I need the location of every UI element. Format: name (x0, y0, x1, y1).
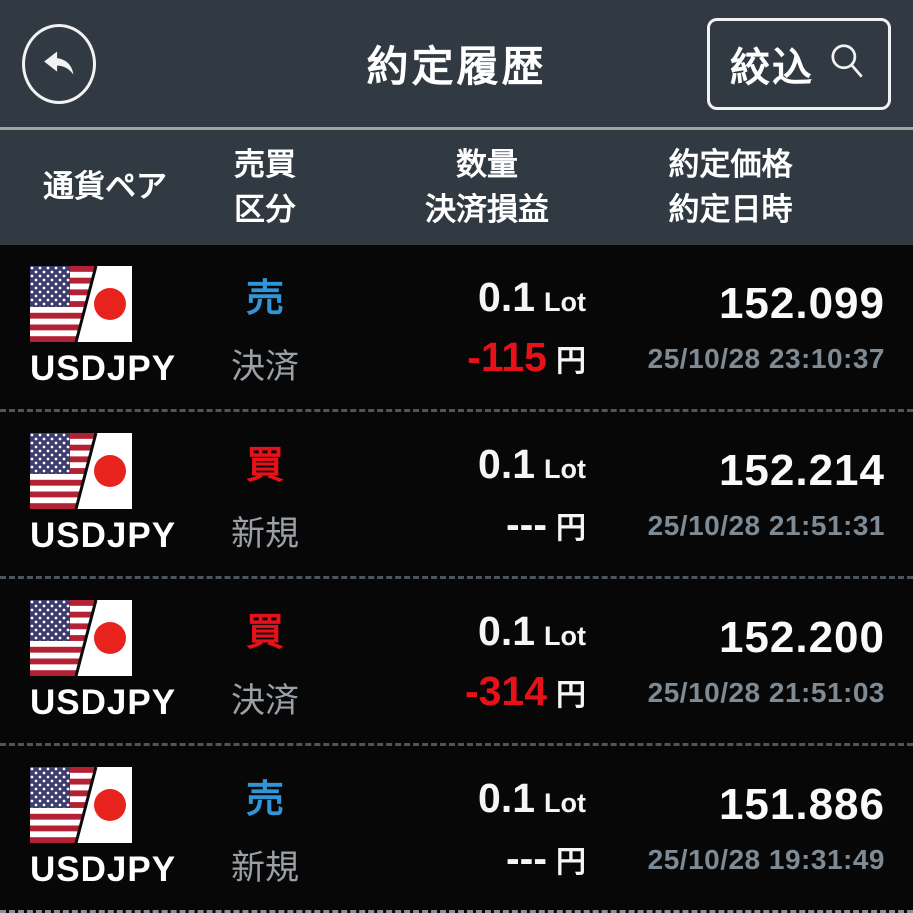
column-pair: 通貨ペア (43, 169, 167, 205)
qty-cell: 0.1 Lot -115 円 (320, 274, 620, 381)
side-label: 売 (245, 277, 284, 320)
price-cell: 151.886 25/10/28 19:31:49 (620, 780, 913, 876)
qty-line: 0.1 Lot (478, 274, 586, 321)
qty-unit: Lot (544, 620, 586, 651)
back-button[interactable] (22, 23, 96, 104)
pnl-value: --- (506, 500, 547, 547)
category-label: 決済 (231, 347, 299, 386)
side-label: 買 (245, 444, 284, 487)
pnl-line: -115 円 (467, 334, 586, 381)
category-label: 新規 (231, 514, 299, 553)
pnl-value: -115 (467, 333, 547, 380)
search-icon (826, 41, 868, 86)
pair-label: USDJPY (30, 348, 177, 388)
column-price-datetime: 約定価格 約定日時 (668, 146, 793, 227)
execution-list: USDJPY 売 決済 0.1 Lot -115 円 152.099 25/10… (0, 245, 913, 913)
pair-label: USDJPY (30, 515, 177, 555)
usdjpy-flag-icon (30, 432, 132, 509)
usdjpy-flag-icon (30, 599, 132, 676)
execution-price: 151.886 (718, 780, 885, 829)
qty-value: 0.1 (478, 440, 536, 487)
pair-cell: USDJPY (0, 265, 210, 389)
price-cell: 152.214 25/10/28 21:51:31 (620, 446, 913, 542)
side-cell: 売 新規 (210, 768, 320, 889)
usdjpy-flag-icon (30, 265, 132, 342)
pnl-line: --- 円 (506, 835, 586, 882)
column-qty-pnl: 数量 決済損益 (425, 146, 549, 227)
pair-cell: USDJPY (0, 599, 210, 723)
execution-price: 152.099 (718, 279, 885, 328)
pnl-unit: 円 (556, 511, 586, 545)
pnl-line: -314 円 (465, 668, 586, 715)
qty-line: 0.1 Lot (478, 775, 586, 822)
execution-datetime: 25/10/28 19:31:49 (647, 844, 885, 875)
column-side: 売買 区分 (234, 146, 296, 227)
side-cell: 売 決済 (210, 267, 320, 388)
execution-row[interactable]: USDJPY 買 新規 0.1 Lot --- 円 152.214 25/10/… (0, 412, 913, 579)
price-cell: 152.099 25/10/28 23:10:37 (620, 279, 913, 375)
table-column-header: 通貨ペア 売買 区分 数量 決済損益 約定価格 約定日時 (0, 130, 913, 245)
qty-unit: Lot (544, 787, 586, 818)
pnl-value: -314 (464, 667, 547, 714)
qty-unit: Lot (544, 286, 586, 317)
execution-price: 152.200 (718, 613, 885, 662)
execution-datetime: 25/10/28 21:51:31 (647, 510, 885, 541)
qty-value: 0.1 (478, 273, 536, 320)
pair-cell: USDJPY (0, 766, 210, 890)
filter-button[interactable]: 絞込 (707, 17, 891, 110)
execution-price: 152.214 (718, 446, 885, 495)
page-title: 約定履歴 (366, 43, 547, 90)
category-label: 新規 (231, 848, 299, 887)
execution-row[interactable]: USDJPY 売 新規 0.1 Lot --- 円 151.886 25/10/… (0, 746, 913, 913)
side-label: 売 (245, 778, 284, 821)
execution-row[interactable]: USDJPY 買 決済 0.1 Lot -314 円 152.200 25/10… (0, 579, 913, 746)
qty-value: 0.1 (478, 774, 536, 821)
side-cell: 買 決済 (210, 601, 320, 722)
qty-cell: 0.1 Lot --- 円 (320, 441, 620, 548)
navbar: 約定履歴 絞込 (0, 0, 913, 130)
pair-label: USDJPY (30, 849, 177, 889)
qty-value: 0.1 (478, 607, 536, 654)
pnl-unit: 円 (556, 845, 586, 879)
pnl-unit: 円 (556, 344, 586, 378)
pnl-value: --- (506, 834, 547, 881)
qty-cell: 0.1 Lot --- 円 (320, 775, 620, 882)
price-cell: 152.200 25/10/28 21:51:03 (620, 613, 913, 709)
qty-unit: Lot (544, 453, 586, 484)
side-label: 買 (245, 611, 284, 654)
usdjpy-flag-icon (30, 766, 132, 843)
execution-datetime: 25/10/28 23:10:37 (647, 343, 885, 374)
category-label: 決済 (231, 681, 299, 720)
execution-row[interactable]: USDJPY 売 決済 0.1 Lot -115 円 152.099 25/10… (0, 245, 913, 412)
back-arrow-icon (36, 39, 82, 88)
qty-line: 0.1 Lot (478, 608, 586, 655)
filter-button-label: 絞込 (730, 45, 814, 90)
pair-label: USDJPY (30, 682, 177, 722)
side-cell: 買 新規 (210, 434, 320, 555)
pair-cell: USDJPY (0, 432, 210, 556)
qty-line: 0.1 Lot (478, 441, 586, 488)
qty-cell: 0.1 Lot -314 円 (320, 608, 620, 715)
pnl-line: --- 円 (506, 501, 586, 548)
pnl-unit: 円 (556, 678, 586, 712)
execution-datetime: 25/10/28 21:51:03 (647, 677, 885, 708)
